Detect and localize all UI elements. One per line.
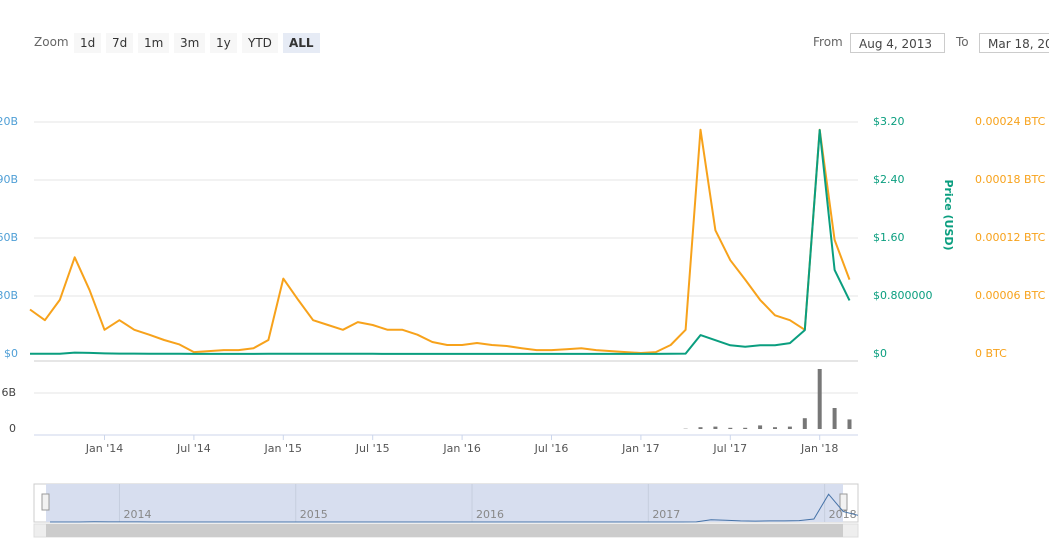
zoom-button[interactable]: YTD bbox=[242, 33, 278, 53]
volume-bar bbox=[787, 426, 792, 429]
y-tick-label: $0 bbox=[4, 347, 18, 360]
navigator-line bbox=[50, 493, 859, 523]
volume-bar bbox=[773, 427, 777, 429]
zoom-button[interactable]: 1d bbox=[74, 33, 102, 53]
zoom-button[interactable]: ALL bbox=[283, 33, 320, 53]
x-tick-label: Jan '17 bbox=[621, 442, 659, 455]
navigator-label: 2017 bbox=[652, 508, 680, 521]
from-label: From bbox=[813, 35, 843, 49]
y-tick-label: 120B bbox=[0, 115, 18, 128]
y3-tick-label: 0.00012 BTC bbox=[975, 231, 1046, 244]
zoom-label: Zoom bbox=[34, 35, 69, 49]
volume-bar bbox=[758, 425, 763, 429]
y3-tick-label: 0 BTC bbox=[975, 347, 1007, 360]
x-tick-label: Jul '17 bbox=[712, 442, 747, 455]
y2-tick-label: $3.20 bbox=[873, 115, 905, 128]
volume-bar bbox=[743, 427, 748, 429]
volume-bar bbox=[802, 418, 807, 429]
volume-bar bbox=[832, 408, 837, 429]
y3-tick-label: 0.00018 BTC bbox=[975, 173, 1046, 186]
y-tick-label: 90B bbox=[0, 173, 18, 186]
price-line bbox=[29, 128, 851, 354]
scrollbar-thumb[interactable] bbox=[46, 524, 843, 537]
y-tick-label: 60B bbox=[0, 231, 18, 244]
x-tick-label: Jul '16 bbox=[534, 442, 569, 455]
y-tick-label: 30B bbox=[0, 289, 18, 302]
volume-tick-label: 6B bbox=[1, 386, 16, 399]
volume-bar bbox=[817, 369, 822, 429]
x-tick-label: Jan '15 bbox=[264, 442, 302, 455]
zoom-button[interactable]: 1y bbox=[210, 33, 237, 53]
navigator-handle[interactable] bbox=[41, 493, 50, 511]
volume-bar bbox=[728, 427, 733, 429]
from-input[interactable]: Aug 4, 2013 bbox=[850, 33, 945, 53]
y3-tick-label: 0.00006 BTC bbox=[975, 289, 1046, 302]
to-label: To bbox=[956, 35, 969, 49]
x-tick-label: Jul '15 bbox=[355, 442, 390, 455]
navigator-label: 2015 bbox=[300, 508, 328, 521]
y2-tick-label: $0 bbox=[873, 347, 887, 360]
volume-bar bbox=[713, 426, 718, 429]
y2-tick-label: $0.800000 bbox=[873, 289, 933, 302]
x-tick-label: Jul '14 bbox=[176, 442, 211, 455]
x-tick-label: Jan '16 bbox=[442, 442, 480, 455]
y3-tick-label: 0.00024 BTC bbox=[975, 115, 1046, 128]
x-tick-label: Jan '14 bbox=[85, 442, 123, 455]
zoom-button[interactable]: 3m bbox=[174, 33, 206, 53]
navigator-selection[interactable] bbox=[46, 484, 843, 522]
zoom-button[interactable]: 7d bbox=[106, 33, 134, 53]
volume-tick-label: 0 bbox=[9, 422, 16, 435]
y2-tick-label: $1.60 bbox=[873, 231, 905, 244]
y2-axis-title: Price (USD) bbox=[942, 179, 955, 250]
volume-bar bbox=[847, 419, 852, 429]
zoom-button[interactable]: 1m bbox=[138, 33, 170, 53]
navigator-handle[interactable] bbox=[839, 493, 848, 511]
y2-tick-label: $2.40 bbox=[873, 173, 905, 186]
navigator-label: 2016 bbox=[476, 508, 504, 521]
navigator-label: 2014 bbox=[123, 508, 151, 521]
price-line bbox=[30, 129, 851, 355]
x-tick-label: Jan '18 bbox=[800, 442, 838, 455]
navigator-label: 2018 bbox=[829, 508, 857, 521]
to-input[interactable]: Mar 18, 20 bbox=[979, 33, 1049, 53]
volume-bar bbox=[698, 427, 703, 429]
